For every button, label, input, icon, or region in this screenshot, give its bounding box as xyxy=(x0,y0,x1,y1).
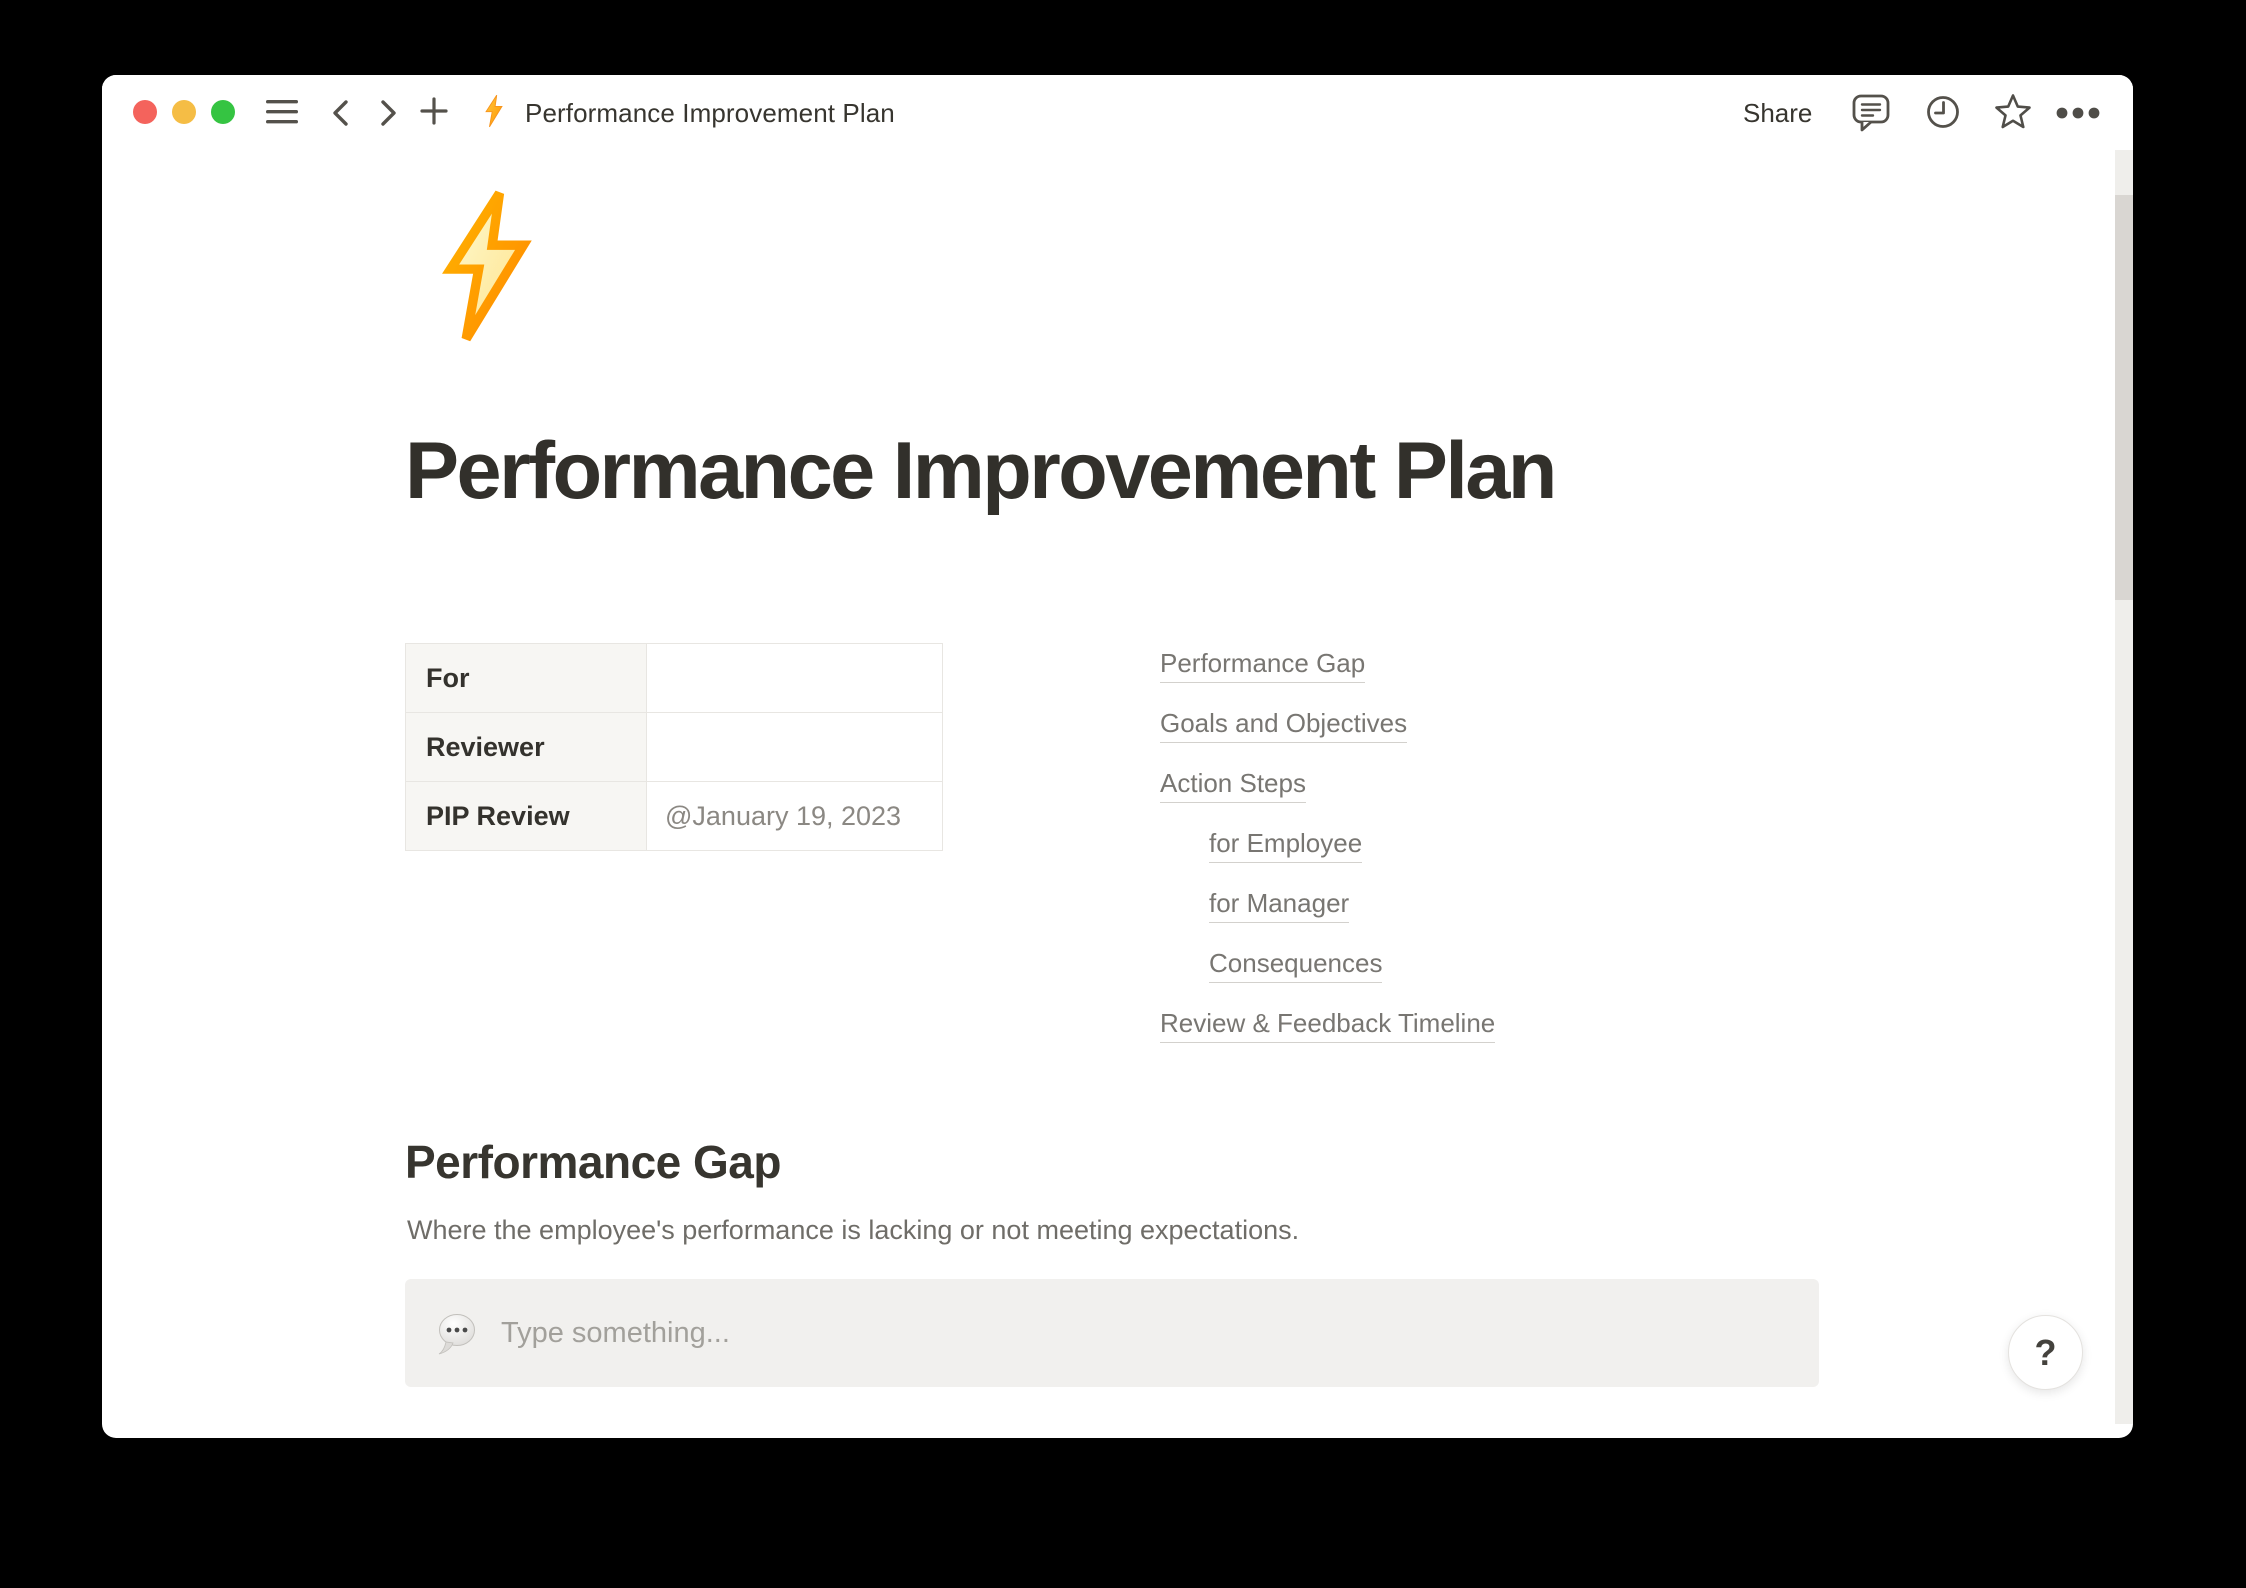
comment-icon[interactable] xyxy=(1851,92,1891,134)
section-description[interactable]: Where the employee's performance is lack… xyxy=(407,1215,1300,1245)
property-label-pip-review[interactable]: PIP Review xyxy=(406,782,647,851)
bolt-glyph xyxy=(485,94,503,128)
table-row: Reviewer xyxy=(406,713,943,782)
property-label-for[interactable]: For xyxy=(406,644,647,713)
chevron-right-glyph xyxy=(381,100,396,126)
help-button[interactable]: ? xyxy=(2008,1315,2083,1390)
toc-link-action-steps[interactable]: Action Steps xyxy=(1160,766,1306,803)
ellipsis-icon[interactable] xyxy=(2056,107,2100,119)
bolt-icon xyxy=(482,94,506,128)
page-emoji-bolt-glyph xyxy=(442,190,532,342)
clock-glyph xyxy=(1927,96,1959,128)
table-row: PIP Review @January 19, 2023 xyxy=(406,782,943,851)
menu-icon[interactable] xyxy=(266,98,298,128)
input-placeholder: Type something... xyxy=(501,1316,730,1349)
section-heading-performance-gap[interactable]: Performance Gap xyxy=(405,1136,781,1188)
property-label-reviewer[interactable]: Reviewer xyxy=(406,713,647,782)
speech-balloon-icon xyxy=(435,1311,479,1355)
scrollbar-thumb[interactable] xyxy=(2115,195,2133,600)
table-row: For xyxy=(406,644,943,713)
ellipsis-glyph xyxy=(2056,107,2100,119)
toc-item: for Manager xyxy=(1209,886,1495,923)
plus-icon[interactable] xyxy=(420,97,448,125)
toc-link-review-feedback-timeline[interactable]: Review & Feedback Timeline xyxy=(1160,1006,1496,1043)
speech-balloon-glyph xyxy=(438,1314,475,1355)
toc-link-goals-and-objectives[interactable]: Goals and Objectives xyxy=(1160,706,1408,743)
toc-item: for Employee xyxy=(1209,826,1495,863)
page-emoji-bolt-icon[interactable] xyxy=(435,187,539,345)
toc-item: Consequences xyxy=(1209,946,1495,983)
menu-icon-glyph xyxy=(266,100,298,124)
toc-item: Performance Gap xyxy=(1160,646,1495,683)
toc-item: Review & Feedback Timeline xyxy=(1160,1006,1496,1043)
toolbar: Performance Improvement Plan Share xyxy=(102,75,2133,151)
plus-glyph xyxy=(420,97,448,125)
toc-item: Goals and Objectives xyxy=(1160,706,1495,743)
app-window: Performance Improvement Plan Share xyxy=(102,75,2133,1438)
clock-icon[interactable] xyxy=(1924,93,1962,131)
toc-link-for-manager[interactable]: for Manager xyxy=(1209,886,1350,923)
toc-link-for-employee[interactable]: for Employee xyxy=(1209,826,1363,863)
text-input-block[interactable]: Type something... xyxy=(405,1279,1819,1387)
comment-glyph xyxy=(1852,94,1890,132)
breadcrumb-doc-title[interactable]: Performance Improvement Plan xyxy=(525,97,895,128)
property-value-pip-review[interactable]: @January 19, 2023 xyxy=(647,782,943,851)
close-button[interactable] xyxy=(133,100,157,124)
toc-link-performance-gap[interactable]: Performance Gap xyxy=(1160,646,1366,683)
star-glyph xyxy=(1995,94,2031,129)
property-value-for[interactable] xyxy=(647,644,943,713)
minimize-button[interactable] xyxy=(172,100,196,124)
toc-link-consequences[interactable]: Consequences xyxy=(1209,946,1383,983)
chevron-left-icon[interactable] xyxy=(330,99,350,127)
zoom-button[interactable] xyxy=(211,100,235,124)
share-button[interactable]: Share xyxy=(1743,97,1813,128)
chevron-right-icon[interactable] xyxy=(379,99,399,127)
star-icon[interactable] xyxy=(1993,92,2033,132)
table-of-contents: Performance Gap Goals and Objectives Act… xyxy=(1160,646,1496,1066)
properties-table: For Reviewer PIP Review @January 19, 202… xyxy=(405,643,943,851)
property-value-reviewer[interactable] xyxy=(647,713,943,782)
page-title[interactable]: Performance Improvement Plan xyxy=(405,426,1557,516)
toc-item: Action Steps xyxy=(1160,766,1495,803)
chevron-left-glyph xyxy=(333,100,348,126)
